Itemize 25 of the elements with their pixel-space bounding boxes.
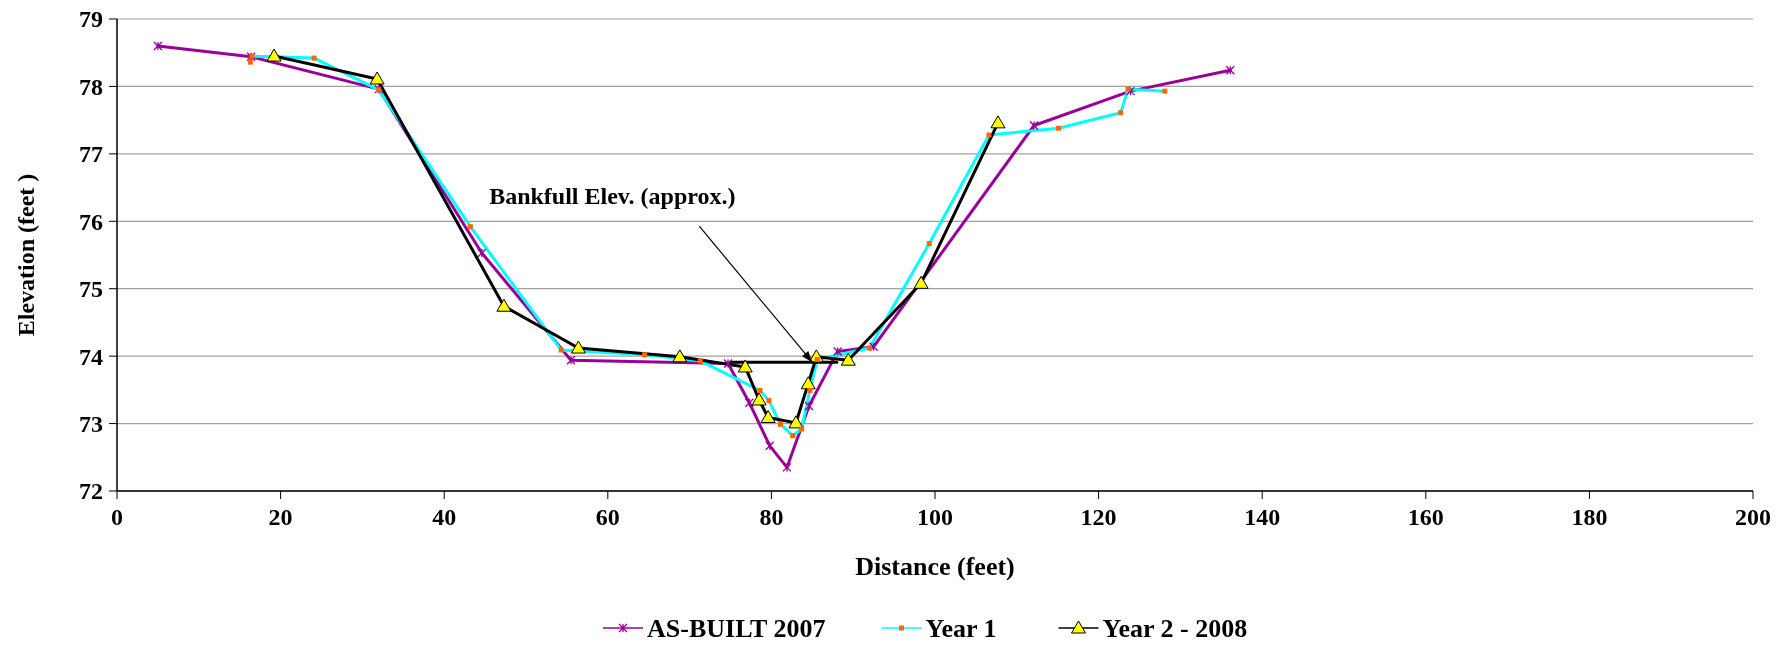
x-tick-label: 120 — [1080, 504, 1117, 530]
x-tick-label: 80 — [759, 504, 784, 530]
y-tick-label: 78 — [79, 73, 103, 100]
x-axis-title: Distance (feet) — [855, 552, 1015, 581]
y-tick-label: 74 — [79, 343, 103, 370]
x-tick-label: 100 — [917, 504, 953, 530]
y-tick-label: 72 — [79, 478, 103, 505]
y-tick-label: 73 — [79, 410, 103, 437]
y-tick-label: 77 — [79, 141, 103, 168]
y-axis-title: Elevation (feet ) — [13, 173, 39, 337]
x-tick-label: 200 — [1735, 504, 1771, 530]
legend-label: AS-BUILT 2007 — [647, 614, 826, 643]
y-tick-label: 76 — [79, 208, 103, 235]
x-tick-label: 0 — [111, 504, 123, 530]
x-tick-label: 140 — [1244, 504, 1281, 530]
x-tick-label: 160 — [1407, 504, 1444, 530]
x-tick-label: 60 — [595, 504, 620, 530]
x-tick-label: 20 — [268, 504, 293, 530]
annotation: Bankfull Elev. (approx.) — [489, 183, 736, 210]
legend-label: Year 1 — [925, 614, 997, 643]
x-tick-label: 40 — [432, 504, 457, 530]
y-tick-label: 75 — [79, 276, 103, 303]
y-tick-label: 79 — [79, 6, 103, 33]
x-tick-label: 180 — [1571, 504, 1608, 530]
legend-label: Year 2 - 2008 — [1102, 614, 1248, 643]
